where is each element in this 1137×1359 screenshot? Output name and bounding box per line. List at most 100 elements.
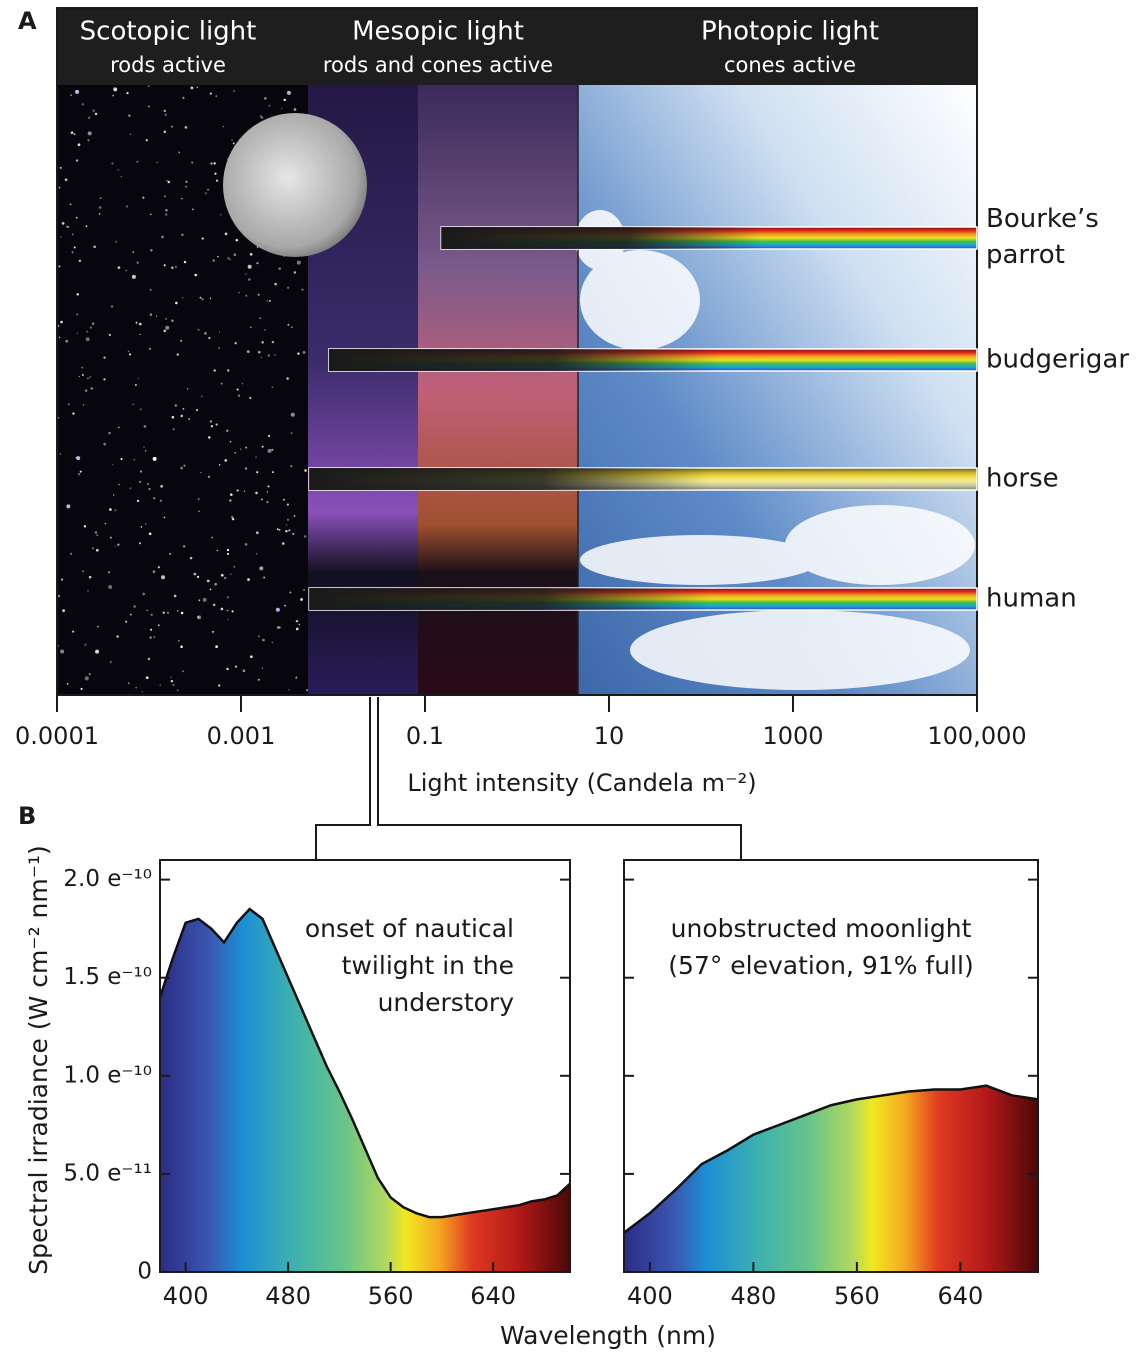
star bbox=[264, 329, 266, 331]
star bbox=[62, 609, 65, 612]
star bbox=[201, 396, 202, 397]
star bbox=[92, 547, 94, 549]
star bbox=[175, 302, 177, 304]
star bbox=[81, 367, 83, 369]
star bbox=[286, 377, 288, 379]
star bbox=[250, 253, 253, 256]
star bbox=[204, 332, 207, 335]
x-tick-label: 640 bbox=[470, 1282, 516, 1310]
star bbox=[285, 530, 288, 533]
star bbox=[187, 388, 188, 389]
star bbox=[272, 387, 273, 388]
star bbox=[175, 266, 177, 268]
star bbox=[272, 341, 274, 343]
star bbox=[210, 298, 211, 299]
star bbox=[245, 273, 246, 274]
star bbox=[60, 167, 62, 169]
star bbox=[287, 324, 289, 326]
star bbox=[81, 688, 83, 690]
star bbox=[181, 198, 182, 199]
region-subtitle: cones active bbox=[724, 53, 856, 77]
star bbox=[238, 394, 240, 396]
star bbox=[88, 131, 92, 135]
star bbox=[177, 353, 179, 355]
star bbox=[171, 266, 174, 269]
star bbox=[177, 689, 179, 691]
star bbox=[274, 354, 276, 356]
annotation: (57° elevation, 91% full) bbox=[668, 951, 973, 980]
star bbox=[272, 642, 273, 643]
star bbox=[139, 323, 142, 326]
star bbox=[297, 261, 301, 265]
star bbox=[238, 292, 239, 293]
star bbox=[146, 610, 147, 611]
cloud bbox=[630, 610, 970, 690]
star bbox=[196, 409, 198, 411]
star bbox=[279, 627, 281, 629]
star bbox=[164, 264, 166, 266]
star bbox=[146, 676, 149, 679]
star bbox=[197, 576, 199, 578]
star bbox=[74, 247, 76, 249]
star bbox=[140, 334, 141, 335]
star bbox=[178, 640, 180, 642]
star bbox=[148, 85, 150, 87]
y-tick-label: 1.0 e⁻¹⁰ bbox=[63, 1062, 152, 1088]
star bbox=[86, 225, 88, 227]
star bbox=[170, 677, 171, 678]
star bbox=[93, 245, 96, 248]
star bbox=[237, 389, 239, 391]
x-tick-label: 10 bbox=[594, 722, 625, 750]
star bbox=[268, 105, 270, 107]
star bbox=[126, 92, 128, 94]
star bbox=[304, 535, 307, 538]
star bbox=[87, 590, 89, 592]
star bbox=[160, 684, 161, 685]
star bbox=[290, 465, 292, 467]
star bbox=[281, 108, 282, 109]
star bbox=[256, 471, 258, 473]
star bbox=[182, 297, 183, 298]
bar-fade bbox=[441, 227, 977, 249]
star bbox=[96, 549, 99, 552]
star bbox=[234, 452, 235, 453]
star bbox=[248, 265, 252, 269]
star bbox=[145, 450, 147, 452]
star bbox=[291, 413, 295, 417]
star bbox=[297, 353, 299, 355]
star bbox=[274, 283, 277, 286]
star bbox=[227, 549, 229, 551]
star bbox=[163, 612, 165, 614]
x-tick-label: 1000 bbox=[762, 722, 823, 750]
star bbox=[227, 619, 229, 621]
star bbox=[61, 578, 63, 580]
star bbox=[121, 176, 122, 177]
star bbox=[76, 159, 78, 161]
star bbox=[60, 236, 61, 237]
star bbox=[142, 691, 143, 692]
star bbox=[299, 624, 300, 625]
star bbox=[165, 213, 167, 215]
star bbox=[306, 689, 308, 691]
star bbox=[99, 206, 102, 209]
star bbox=[210, 163, 212, 165]
star bbox=[294, 108, 297, 111]
star bbox=[65, 178, 68, 181]
star bbox=[83, 404, 84, 405]
star bbox=[242, 383, 244, 385]
star bbox=[82, 103, 84, 105]
y-axis-title: Spectral irradiance (W cm⁻² nm⁻¹) bbox=[24, 845, 53, 1274]
star bbox=[103, 443, 106, 446]
star bbox=[72, 251, 74, 253]
star bbox=[260, 115, 263, 118]
star bbox=[178, 152, 179, 153]
star bbox=[163, 330, 166, 333]
star bbox=[180, 340, 182, 342]
star bbox=[79, 376, 80, 377]
star bbox=[164, 131, 167, 134]
star bbox=[118, 266, 121, 269]
star bbox=[205, 192, 207, 194]
star bbox=[255, 492, 258, 495]
star bbox=[126, 206, 128, 208]
star bbox=[193, 573, 196, 576]
